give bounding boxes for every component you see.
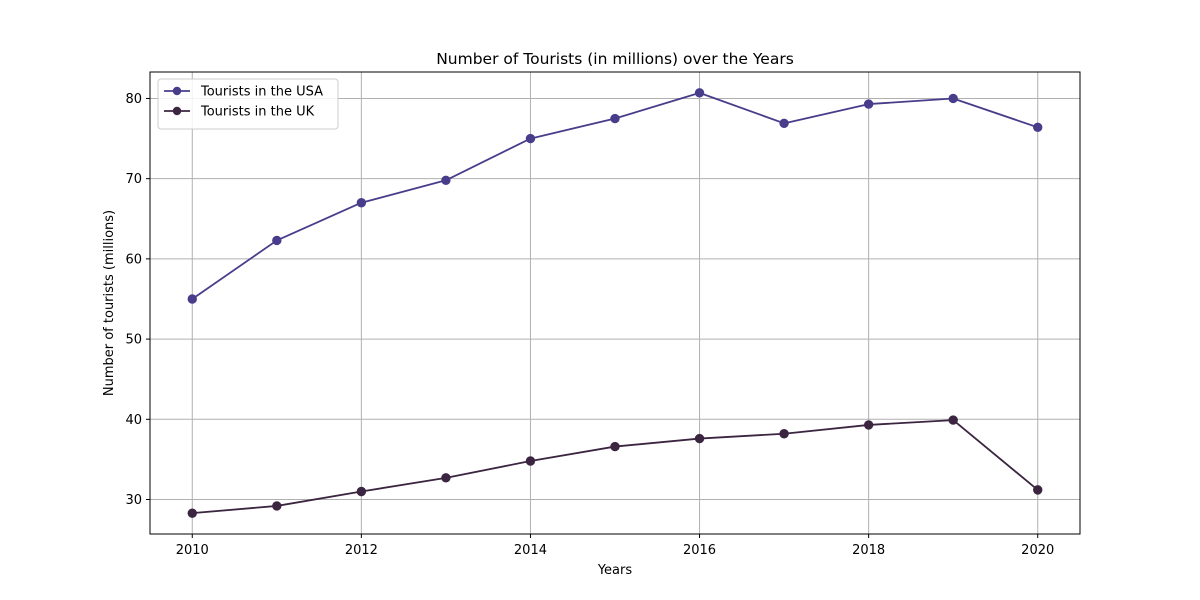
chart-title: Number of Tourists (in millions) over th… (436, 50, 794, 68)
data-point-s2-2014 (525, 456, 536, 466)
y-tick-label: 80 (125, 92, 142, 107)
data-point-s2-2020 (1033, 485, 1043, 495)
y-tick-label: 60 (125, 252, 142, 267)
data-point-s1-2020 (1033, 122, 1043, 133)
legend-marker-1 (172, 86, 182, 96)
x-tick-label: 2010 (176, 543, 209, 558)
grid (150, 72, 1080, 534)
data-point-s1-2014 (525, 133, 536, 144)
legend-box (157, 78, 339, 130)
data-point-s2-2011 (272, 501, 282, 511)
series-group (187, 88, 1043, 518)
data-point-s1-2017 (779, 118, 789, 129)
x-tick-label: 2012 (345, 543, 378, 558)
data-point-s2-2017 (779, 429, 789, 439)
data-point-s2-2016 (694, 433, 705, 444)
legend-marker-2 (172, 106, 182, 116)
data-point-s1-2019 (948, 93, 958, 104)
data-point-s1-2011 (272, 235, 282, 246)
x-tick-label: 2018 (852, 543, 885, 558)
y-axis-label: Number of tourists (millions) (102, 210, 117, 396)
legend-label-1: Tourists in the USA (200, 85, 323, 100)
data-point-s2-2010 (187, 508, 197, 518)
data-point-s2-2013 (441, 473, 451, 483)
x-axis-label: Years (597, 563, 633, 578)
data-point-s1-2010 (187, 294, 197, 304)
data-point-s1-2012 (356, 198, 367, 208)
x-tick-label: 2014 (514, 543, 547, 558)
data-point-s1-2018 (863, 99, 874, 109)
data-point-s1-2016 (694, 88, 705, 98)
data-point-s2-2018 (863, 420, 874, 430)
axis-ticks: 2010 2012 2014 2016 2018 2020 30 40 50 60 70 80 (125, 92, 1054, 558)
x-tick-label: 2016 (683, 543, 716, 558)
y-tick-label: 70 (125, 172, 142, 187)
data-point-s2-2019 (948, 415, 958, 425)
data-point-s1-2015 (610, 113, 620, 124)
data-point-s2-2015 (610, 441, 620, 452)
y-tick-label: 40 (125, 413, 142, 428)
x-tick-label: 2020 (1021, 543, 1054, 558)
y-tick-label: 30 (125, 493, 142, 508)
data-point-s2-2012 (356, 486, 367, 497)
legend: Tourists in the USA Tourists in the UK (157, 78, 339, 130)
y-tick-label: 50 (125, 333, 142, 348)
data-point-s1-2013 (441, 175, 451, 185)
plot-frame (149, 71, 1081, 535)
legend-label-2: Tourists in the UK (200, 105, 315, 120)
